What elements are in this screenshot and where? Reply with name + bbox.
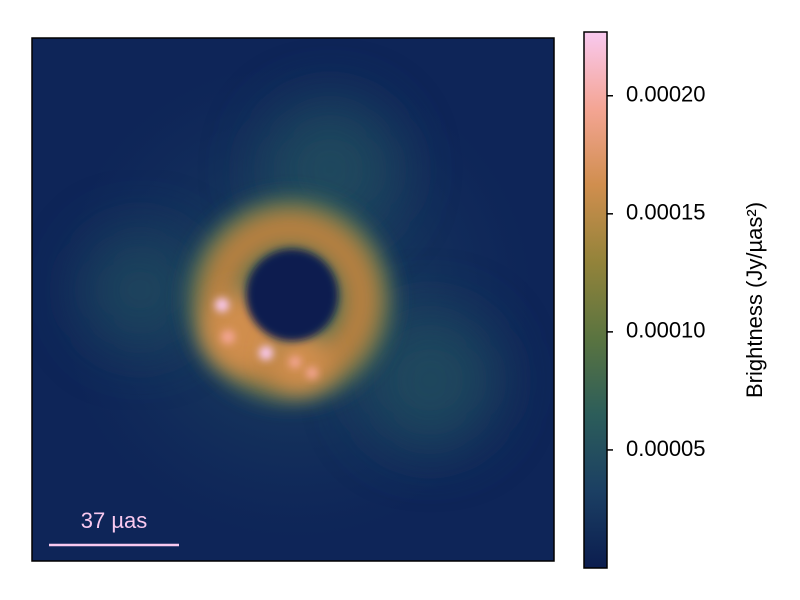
colorbar-tick-label: 0.00020 <box>626 82 706 107</box>
scale-bar-label: 37 µas <box>81 508 148 533</box>
colorbar-tick-label: 0.00010 <box>626 318 706 343</box>
colorbar-tick-label: 0.00005 <box>626 436 706 461</box>
frame <box>31 37 555 562</box>
colorbar-label: Brightness (Jy/µas²) <box>742 202 767 398</box>
colorbar-tick-label: 0.00015 <box>626 200 706 225</box>
colorbar <box>583 31 608 569</box>
heatmap-image <box>32 38 554 561</box>
